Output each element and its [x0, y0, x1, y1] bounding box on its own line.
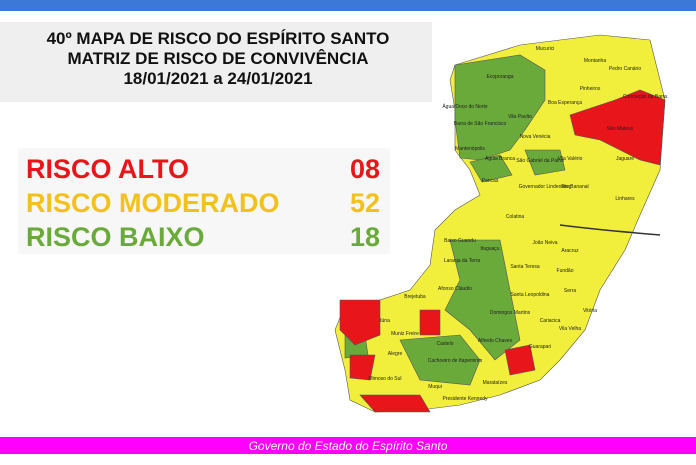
map-label: Alfredo Chaves [478, 338, 513, 344]
map-label: Jaguaré [616, 156, 634, 162]
map-label: Aracruz [561, 248, 579, 254]
map-label: São Gabriel da Palha [516, 158, 564, 164]
map-label: Mucurici [536, 46, 555, 52]
map-label: Conceição da Barra [623, 94, 667, 100]
map-label: João Neiva [532, 240, 557, 246]
footer-text: Governo do Estado do Espírito Santo [249, 439, 448, 453]
map-label: Santa Leopoldina [511, 292, 550, 298]
region-high [419, 309, 441, 336]
map-label: Muqui [428, 384, 442, 390]
map-label: Baixo Guandu [444, 238, 476, 244]
map-label: Afonso Cláudio [438, 286, 472, 292]
map-label: Vila Pavão [508, 114, 532, 120]
top-bar [0, 0, 696, 11]
map-label: Ecoporanga [487, 74, 514, 80]
map-label: Colatina [506, 214, 525, 220]
legend-label: RISCO ALTO [26, 154, 189, 184]
river [559, 224, 661, 236]
map-label: Rio Bananal [561, 184, 588, 190]
map-label: São Mateus [607, 126, 634, 132]
map-label: Mantenópolis [455, 146, 485, 152]
map-label: Domingos Martins [490, 310, 531, 316]
footer-bar [0, 437, 696, 454]
region-low [469, 154, 513, 183]
map-label: Barra de São Francisco [454, 121, 507, 127]
map-label: Nova Venécia [520, 134, 551, 140]
map-label: Água Doce do Norte [442, 103, 488, 110]
map-label: Pinheiros [580, 86, 601, 92]
map-label: Pancas [482, 178, 499, 184]
region-low [444, 239, 521, 361]
map-label: Alegre [388, 351, 403, 357]
map-label: Mimoso do Sul [368, 376, 401, 382]
map-label: Águia Branca [485, 155, 515, 162]
region-high [569, 89, 666, 166]
region-high [339, 299, 381, 346]
map-label: Itaguaçu [480, 246, 499, 252]
map-label: Fundão [557, 268, 574, 274]
title-box [0, 22, 432, 102]
map-label: Montanha [584, 58, 606, 64]
legend-count: 52 [350, 188, 380, 218]
title-line: 18/01/2021 a 24/01/2021 [123, 69, 312, 88]
map-label: Vila Valério [558, 156, 583, 162]
map-label: Muniz Freire [391, 331, 419, 337]
title-line: MATRIZ DE RISCO DE CONVIVÊNCIA [68, 49, 369, 68]
map-label: Pedro Canário [609, 66, 641, 72]
title-line: 40º MAPA DE RISCO DO ESPÍRITO SANTO [47, 29, 390, 48]
map-label: Boa Esperança [548, 100, 582, 106]
map-label: Vitória [583, 308, 597, 314]
legend-label: RISCO MODERADO [26, 188, 280, 218]
legend-count: 08 [350, 154, 380, 184]
region-low [454, 54, 546, 161]
map [334, 34, 666, 413]
region-high [504, 344, 536, 376]
map-label: Castelo [437, 341, 454, 347]
legend-label: RISCO BAIXO [26, 222, 205, 252]
map-label: Cachoeiro de Itapemirim [428, 358, 482, 364]
map-label: Marataízes [483, 380, 508, 386]
map-label: Linhares [615, 196, 635, 202]
map-label: Iúna [380, 318, 390, 324]
legend-count: 18 [350, 222, 380, 252]
region-low [524, 149, 566, 176]
map-label: Laranja da Terra [444, 258, 481, 264]
map-label: Santa Teresa [510, 264, 540, 270]
map-label: Cariacica [540, 318, 561, 324]
map-label: Serra [564, 288, 576, 294]
map-label: Guarapari [529, 344, 551, 350]
map-label: Presidente Kennedy [442, 396, 488, 402]
region-high [349, 354, 376, 381]
map-label: Brejetuba [404, 294, 426, 300]
map-labels: Mucurici Montanha Pedro Canário Ecoporan… [368, 46, 667, 402]
map-label: Governador Lindenberg [519, 184, 572, 190]
legend-box [18, 148, 390, 254]
region-high [359, 394, 431, 413]
map-label: Vila Velha [559, 326, 581, 332]
region-low [399, 334, 481, 386]
